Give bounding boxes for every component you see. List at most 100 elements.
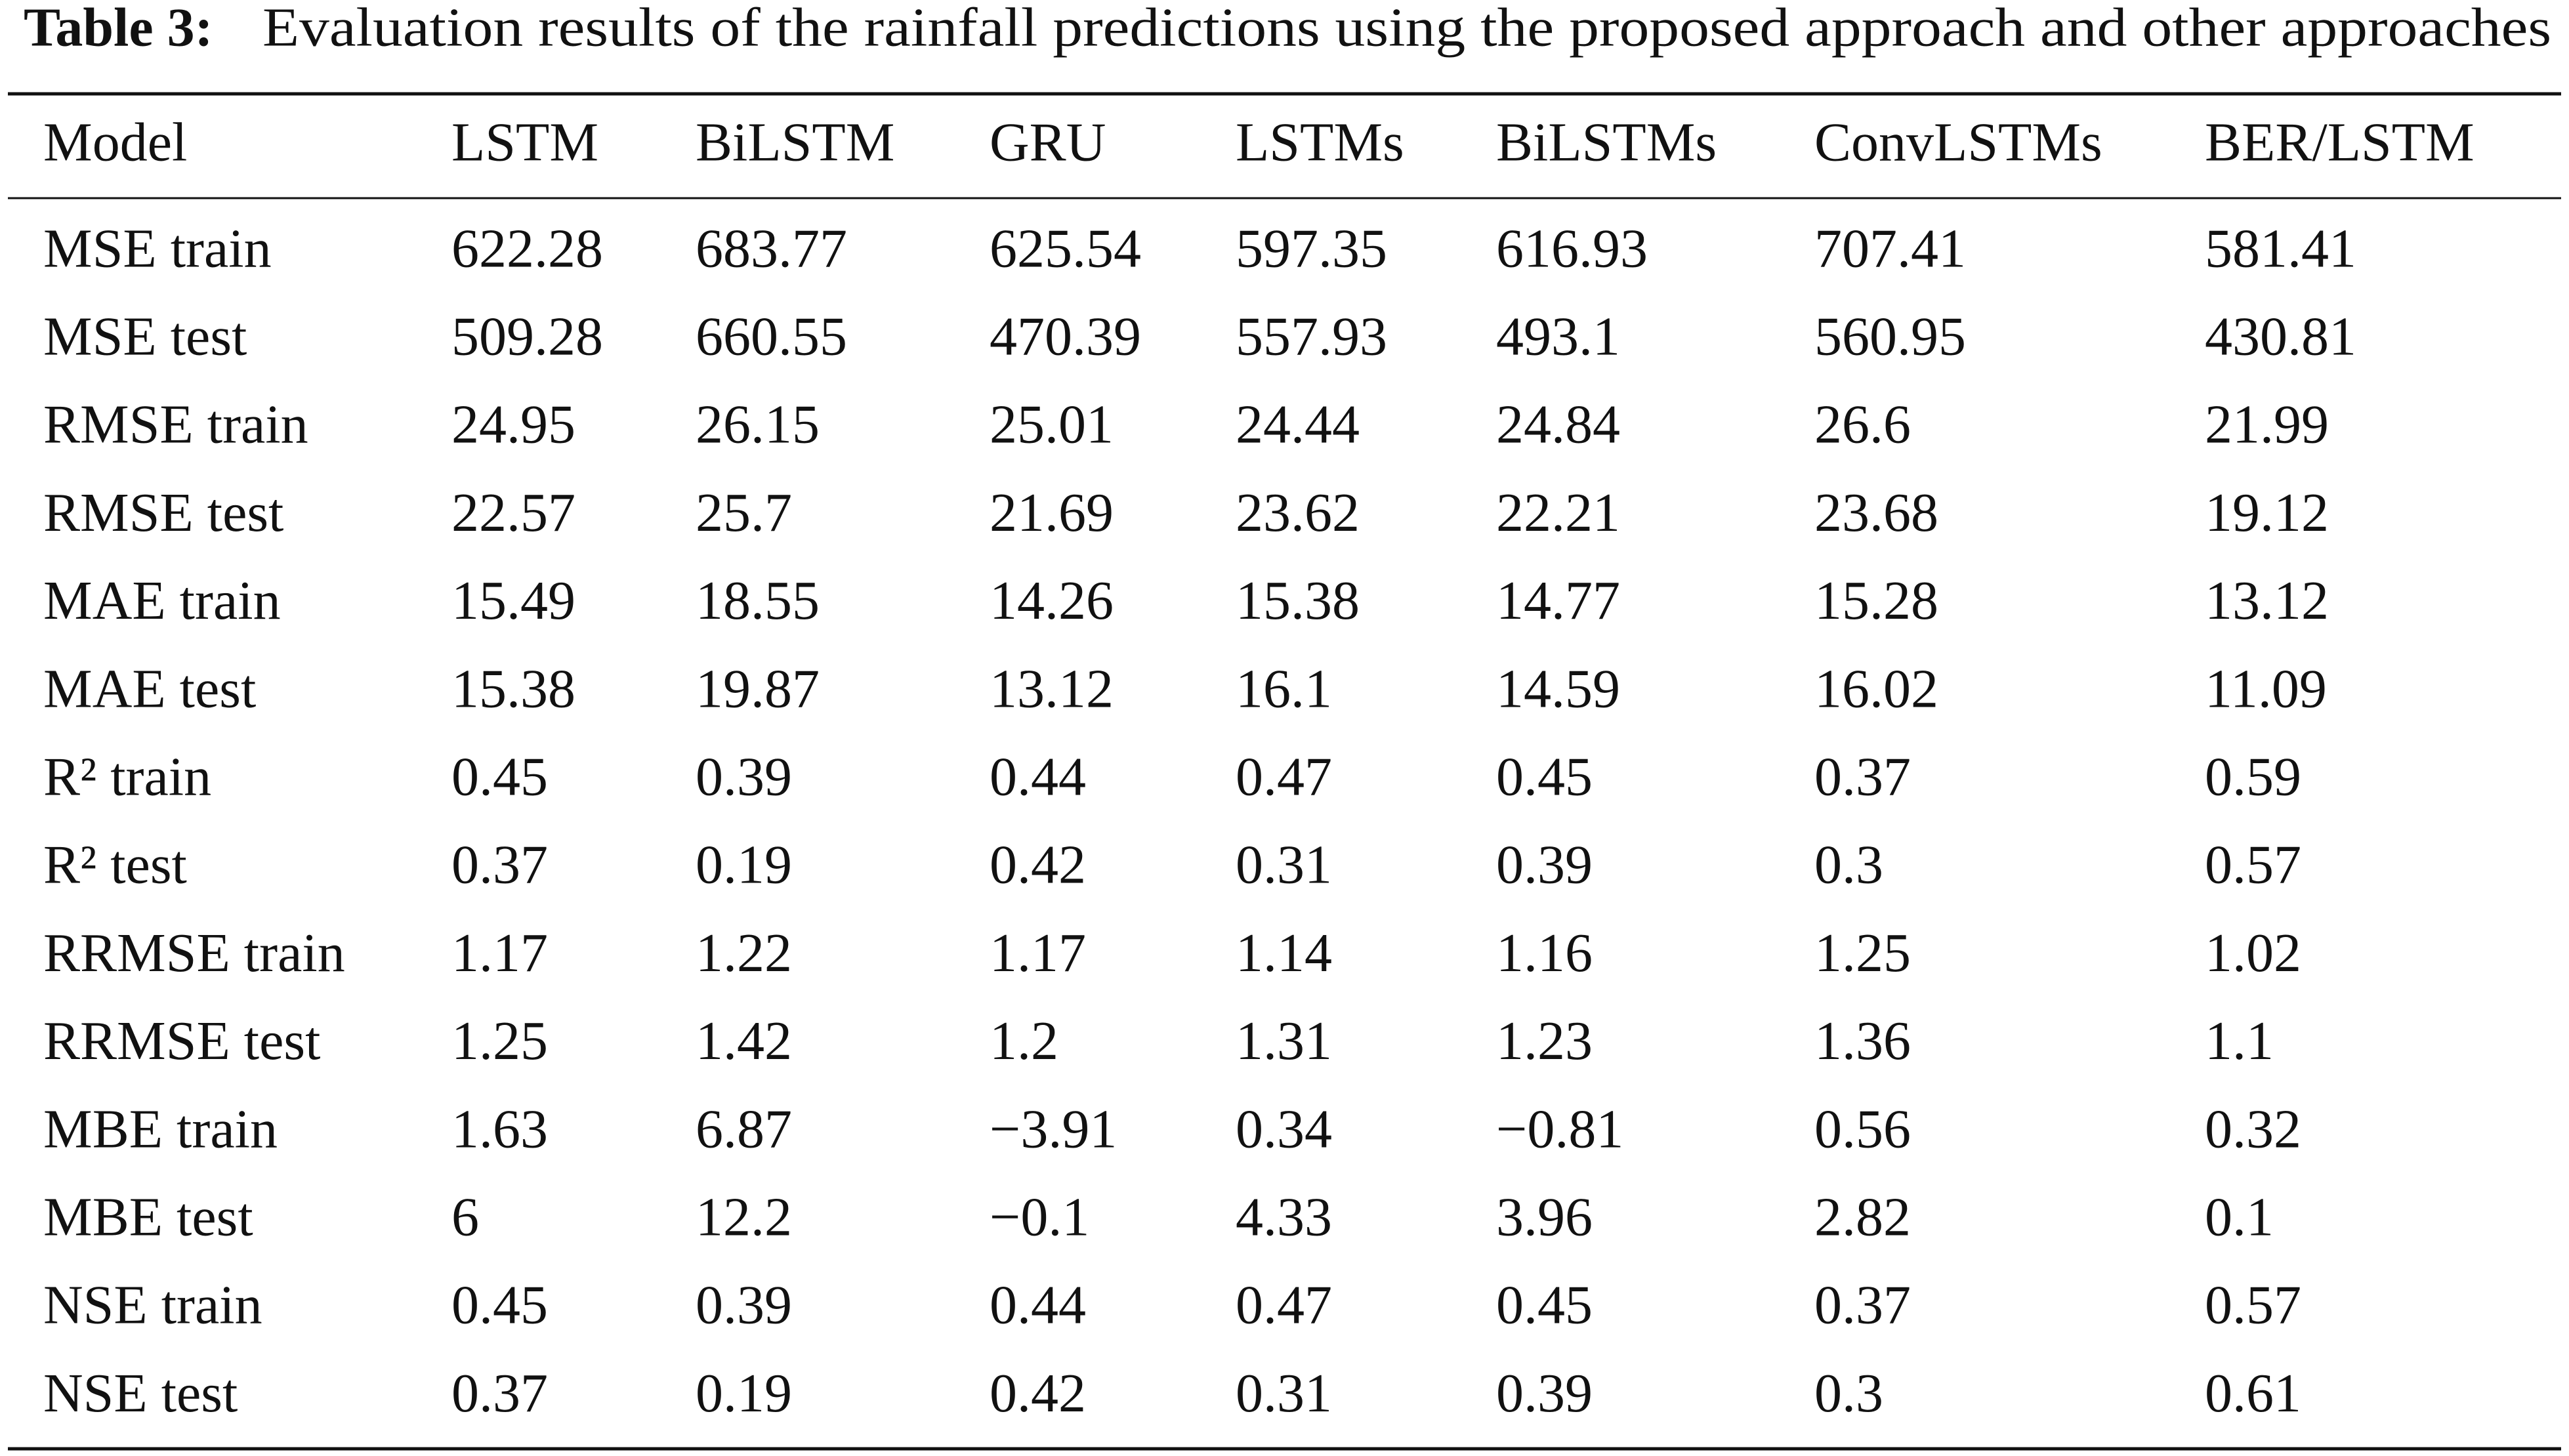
table-cell: 0.37: [1814, 746, 1911, 807]
table-cell: 0.37: [451, 835, 548, 896]
table-cell: 15.28: [1814, 570, 1938, 631]
row-label: MBE train: [43, 1098, 278, 1159]
table-cell: 616.93: [1496, 218, 1648, 279]
table-cell: 4.33: [1236, 1186, 1332, 1247]
header-cell: BiLSTM: [696, 112, 894, 173]
table-cell: 1.16: [1496, 923, 1593, 984]
table-cell: 24.84: [1496, 394, 1620, 455]
header-cell: BER/LSTM: [2205, 112, 2475, 173]
table-cell: 430.81: [2205, 306, 2356, 367]
header-cell: LSTMs: [1236, 112, 1404, 173]
table-cell: 2.82: [1814, 1186, 1911, 1247]
table-cell: 660.55: [696, 306, 847, 367]
table-cell: 6: [451, 1186, 479, 1247]
row-label: MSE test: [43, 306, 247, 367]
row-label: NSE train: [43, 1275, 262, 1336]
header-cell: GRU: [990, 112, 1106, 173]
table-cell: 24.44: [1236, 394, 1360, 455]
table-cell: 1.25: [451, 1010, 548, 1071]
table-cell: 18.55: [696, 570, 820, 631]
table-cell: 0.44: [990, 1275, 1086, 1336]
row-label: RMSE train: [43, 394, 308, 455]
table-cell: 14.77: [1496, 570, 1620, 631]
table-cell: 15.38: [1236, 570, 1360, 631]
table-cell: 0.3: [1814, 1363, 1883, 1424]
table-cell: 0.39: [696, 746, 792, 807]
table-cell: 597.35: [1236, 218, 1387, 279]
table-cell: 23.68: [1814, 482, 1938, 543]
table-cell: 12.2: [696, 1186, 792, 1247]
table-cell: 1.17: [990, 923, 1086, 984]
table-cell: 1.23: [1496, 1010, 1593, 1071]
table-cell: 1.63: [451, 1098, 548, 1159]
table-cell: −0.81: [1496, 1098, 1623, 1159]
row-label: RMSE test: [43, 482, 283, 543]
table-cell: 0.32: [2205, 1098, 2301, 1159]
table-cell: 0.34: [1236, 1098, 1332, 1159]
table-cell: 22.57: [451, 482, 575, 543]
table-cell: 0.56: [1814, 1098, 1911, 1159]
table-cell: 1.22: [696, 923, 792, 984]
row-label: MBE test: [43, 1186, 253, 1247]
table-cell: 22.21: [1496, 482, 1620, 543]
table-cell: 25.7: [696, 482, 792, 543]
table-cell: 581.41: [2205, 218, 2356, 279]
table-cell: 0.61: [2205, 1363, 2301, 1424]
table-cell: 0.39: [696, 1275, 792, 1336]
table-cell: 560.95: [1814, 306, 1966, 367]
table-cell: 470.39: [990, 306, 1141, 367]
caption-label: Table 3:: [24, 0, 213, 58]
table-cell: 0.57: [2205, 1275, 2301, 1336]
table-cell: 0.31: [1236, 1363, 1332, 1424]
table-cell: 15.38: [451, 658, 575, 719]
row-label: MSE train: [43, 218, 272, 279]
table-cell: 0.42: [990, 835, 1086, 896]
table-cell: 1.31: [1236, 1010, 1332, 1071]
table-cell: 0.59: [2205, 746, 2301, 807]
table-cell: 26.15: [696, 394, 820, 455]
table-cell: 3.96: [1496, 1186, 1593, 1247]
row-label: R² test: [43, 835, 187, 896]
table-cell: 19.87: [696, 658, 820, 719]
table-cell: 0.37: [451, 1363, 548, 1424]
table-cell: 1.1: [2205, 1010, 2274, 1071]
table-cell: 21.99: [2205, 394, 2329, 455]
table-cell: 0.31: [1236, 835, 1332, 896]
table-cell: 0.45: [451, 746, 548, 807]
row-label: R² train: [43, 746, 211, 807]
table-cell: 0.19: [696, 835, 792, 896]
table-cell: 0.39: [1496, 1363, 1593, 1424]
table-cell: 0.44: [990, 746, 1086, 807]
table-cell: 1.2: [990, 1010, 1058, 1071]
table-cell: 23.62: [1236, 482, 1360, 543]
table-cell: 1.14: [1236, 923, 1332, 984]
table-cell: 0.37: [1814, 1275, 1911, 1336]
table-cell: 26.6: [1814, 394, 1911, 455]
row-label: MAE test: [43, 658, 256, 719]
table-cell: 0.45: [1496, 1275, 1593, 1336]
table-cell: 6.87: [696, 1098, 792, 1159]
caption-text: Evaluation results of the rainfall predi…: [262, 0, 2551, 58]
table-cell: 1.25: [1814, 923, 1911, 984]
table-cell: 16.1: [1236, 658, 1332, 719]
table-cell: 683.77: [696, 218, 847, 279]
table-cell: 0.47: [1236, 746, 1332, 807]
header-cell: BiLSTMs: [1496, 112, 1717, 173]
table-cell: 1.02: [2205, 923, 2301, 984]
table-cell: 0.39: [1496, 835, 1593, 896]
header-cell: ConvLSTMs: [1814, 112, 2102, 173]
table-cell: 15.49: [451, 570, 575, 631]
table-cell: 11.09: [2205, 658, 2327, 719]
table-cell: 557.93: [1236, 306, 1387, 367]
header-cell: LSTM: [451, 112, 598, 173]
table-cell: 0.57: [2205, 835, 2301, 896]
table-cell: 0.45: [1496, 746, 1593, 807]
table-cell: 25.01: [990, 394, 1114, 455]
table-cell: 14.26: [990, 570, 1114, 631]
row-label: RRMSE test: [43, 1010, 320, 1071]
table-cell: 0.42: [990, 1363, 1086, 1424]
table-cell: 13.12: [2205, 570, 2329, 631]
table-cell: 509.28: [451, 306, 603, 367]
table-cell: 0.47: [1236, 1275, 1332, 1336]
